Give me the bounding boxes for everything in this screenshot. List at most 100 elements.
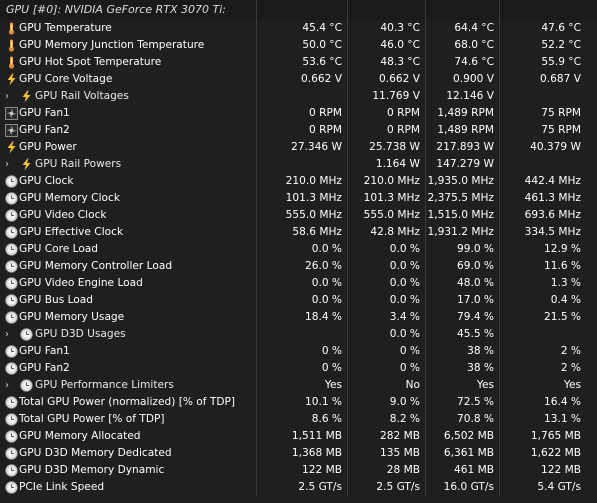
fan-icon (5, 107, 18, 120)
average-value: 334.5 MHz (524, 226, 581, 238)
average-value: 0.4 % (550, 294, 581, 306)
sensor-row-gpu-memory-controller-load[interactable]: GPU Memory Controller Load 26.0 % 0.0 % 69.… (0, 258, 597, 275)
sensor-row-gpu-memory-junction-temperature[interactable]: GPU Memory Junction Temperature 50.0 °C 46… (0, 37, 597, 54)
sensor-label: GPU Fan2 (19, 124, 70, 136)
current-value: 0.662 V (257, 71, 348, 88)
sensor-name-cell: › GPU Rail Voltages (0, 88, 257, 105)
average-value: 5.4 GT/s (537, 481, 581, 493)
maximum-value: 2,375.5 MHz (426, 190, 500, 207)
sensor-row-gpu-temperature[interactable]: GPU Temperature 45.4 °C 40.3 °C 64.4 °C 47.6… (0, 20, 597, 37)
sensor-name-cell: GPU D3D Memory Dedicated (0, 445, 257, 462)
thermometer-icon (5, 39, 18, 52)
minimum-value: 0 % (348, 343, 426, 360)
maximum-value: 70.8 % (426, 411, 500, 428)
clock-icon (20, 379, 33, 392)
sensor-name-cell: GPU Fan1 (0, 105, 257, 122)
minimum-value: 40.3 °C (348, 20, 426, 37)
expand-chevron-icon[interactable]: › (5, 91, 9, 102)
sensor-row-gpu-core-voltage[interactable]: GPU Core Voltage 0.662 V 0.662 V 0.900 V 0.6… (0, 71, 597, 88)
sensor-label: GPU Core Voltage (19, 73, 113, 85)
minimum-value: 3.4 % (348, 309, 426, 326)
minimum-value: No (348, 377, 426, 394)
minimum-value: 210.0 MHz (348, 173, 426, 190)
thermometer-icon (5, 22, 18, 35)
sensor-label: PCIe Link Speed (19, 481, 105, 493)
minimum-value: 46.0 °C (348, 37, 426, 54)
sensor-row-total-gpu-power-of-tdp[interactable]: Total GPU Power [% of TDP] 8.6 % 8.2 % 70.8… (0, 411, 597, 428)
average-value (500, 88, 597, 105)
sensor-label: GPU Rail Voltages (35, 90, 129, 102)
sensor-row-gpu-rail-powers[interactable]: › GPU Rail Powers 1.164 W 147.279 W (0, 156, 597, 173)
sensor-label: GPU Memory Clock (19, 192, 120, 204)
sensor-row-gpu-bus-load[interactable]: GPU Bus Load 0.0 % 0.0 % 17.0 % 0.4 % (0, 292, 597, 309)
sensor-row-gpu-fan1[interactable]: GPU Fan1 0 % 0 % 38 % 2 % (0, 343, 597, 360)
sensor-row-gpu-d3d-memory-dynamic[interactable]: GPU D3D Memory Dynamic 122 MB 28 MB 461 MB 1… (0, 462, 597, 479)
average-value: Yes (563, 379, 581, 391)
clock-icon (5, 260, 18, 273)
current-value (257, 88, 348, 105)
maximum-value: 1,931.2 MHz (426, 224, 500, 241)
sensor-row-pcie-link-speed[interactable]: PCIe Link Speed 2.5 GT/s 2.5 GT/s 16.0 GT/s… (0, 479, 597, 496)
maximum-value: 1,515.0 MHz (426, 207, 500, 224)
sensor-label: GPU Video Clock (19, 209, 107, 221)
current-value: Yes (257, 377, 348, 394)
sensor-name-cell: Total GPU Power (normalized) [% of TDP] (0, 394, 257, 411)
current-value: 1,511 MB (257, 428, 348, 445)
sensor-name-cell: GPU Memory Allocated (0, 428, 257, 445)
sensor-row-gpu-rail-voltages[interactable]: › GPU Rail Voltages 11.769 V 12.146 V (0, 88, 597, 105)
average-value: 75 RPM (541, 124, 581, 136)
clock-icon (5, 362, 18, 375)
sensor-row-gpu-video-clock[interactable]: GPU Video Clock 555.0 MHz 555.0 MHz 1,515.0… (0, 207, 597, 224)
sensor-row-gpu-fan1[interactable]: GPU Fan1 0 RPM 0 RPM 1,489 RPM 75 RPM (0, 105, 597, 122)
expand-chevron-icon[interactable]: › (5, 159, 9, 170)
sensor-name-cell: › GPU Performance Limiters (0, 377, 257, 394)
clock-icon (5, 243, 18, 256)
minimum-value: 8.2 % (348, 411, 426, 428)
maximum-value: 45.5 % (426, 326, 500, 343)
sensor-name-cell: GPU Temperature (0, 20, 257, 37)
sensor-row-gpu-memory-usage[interactable]: GPU Memory Usage 18.4 % 3.4 % 79.4 % 21.5 % (0, 309, 597, 326)
clock-icon (5, 413, 18, 426)
sensor-row-gpu-d3d-memory-dedicated[interactable]: GPU D3D Memory Dedicated 1,368 MB 135 MB 6,… (0, 445, 597, 462)
sensor-name-cell: GPU Core Voltage (0, 71, 257, 88)
sensor-row-gpu-performance-limiters[interactable]: › GPU Performance Limiters Yes No Yes Yes (0, 377, 597, 394)
minimum-value: 25.738 W (348, 139, 426, 156)
current-value: 555.0 MHz (257, 207, 348, 224)
average-value: 47.6 °C (541, 22, 581, 34)
sensor-row-gpu-d3d-usages[interactable]: › GPU D3D Usages 0.0 % 45.5 % (0, 326, 597, 343)
maximum-value: 64.4 °C (426, 20, 500, 37)
maximum-value: 16.0 GT/s (426, 479, 500, 496)
sensor-name-cell: GPU Clock (0, 173, 257, 190)
current-value: 1,368 MB (257, 445, 348, 462)
sensor-label: GPU D3D Usages (35, 328, 126, 340)
sensor-row-gpu-fan2[interactable]: GPU Fan2 0 % 0 % 38 % 2 % (0, 360, 597, 377)
sensor-row-total-gpu-power-normalized-of-tdp[interactable]: Total GPU Power (normalized) [% of TDP] 1… (0, 394, 597, 411)
sensor-row-gpu-core-load[interactable]: GPU Core Load 0.0 % 0.0 % 99.0 % 12.9 % (0, 241, 597, 258)
expand-chevron-icon[interactable]: › (5, 329, 9, 340)
section-header[interactable]: GPU [#0]: NVIDIA GeForce RTX 3070 Ti: (0, 0, 597, 20)
sensor-name-cell: GPU Effective Clock (0, 224, 257, 241)
sensor-name-cell: GPU Memory Controller Load (0, 258, 257, 275)
current-value: 27.346 W (257, 139, 348, 156)
current-value: 0 % (257, 343, 348, 360)
expand-chevron-icon[interactable]: › (5, 380, 9, 391)
sensor-row-gpu-fan2[interactable]: GPU Fan2 0 RPM 0 RPM 1,489 RPM 75 RPM (0, 122, 597, 139)
maximum-value: 38 % (426, 343, 500, 360)
maximum-value: 17.0 % (426, 292, 500, 309)
sensor-label: Total GPU Power [% of TDP] (19, 413, 165, 425)
current-value: 26.0 % (257, 258, 348, 275)
sensor-label: GPU Effective Clock (19, 226, 124, 238)
header-col-maximum (426, 0, 500, 20)
minimum-value: 0 % (348, 360, 426, 377)
sensor-row-gpu-hot-spot-temperature[interactable]: GPU Hot Spot Temperature 53.6 °C 48.3 °C 74… (0, 54, 597, 71)
sensor-row-gpu-video-engine-load[interactable]: GPU Video Engine Load 0.0 % 0.0 % 48.0 % 1.3… (0, 275, 597, 292)
sensor-row-gpu-effective-clock[interactable]: GPU Effective Clock 58.6 MHz 42.8 MHz 1,931… (0, 224, 597, 241)
sensor-row-gpu-clock[interactable]: GPU Clock 210.0 MHz 210.0 MHz 1,935.0 MHz 44… (0, 173, 597, 190)
maximum-value: 461 MB (426, 462, 500, 479)
sensor-row-gpu-memory-clock[interactable]: GPU Memory Clock 101.3 MHz 101.3 MHz 2,375.… (0, 190, 597, 207)
current-value: 45.4 °C (257, 20, 348, 37)
sensor-name-cell: GPU Fan2 (0, 122, 257, 139)
sensor-row-gpu-memory-allocated[interactable]: GPU Memory Allocated 1,511 MB 282 MB 6,502 … (0, 428, 597, 445)
sensor-label: GPU Fan1 (19, 345, 70, 357)
sensor-row-gpu-power[interactable]: GPU Power 27.346 W 25.738 W 217.893 W 40.379… (0, 139, 597, 156)
